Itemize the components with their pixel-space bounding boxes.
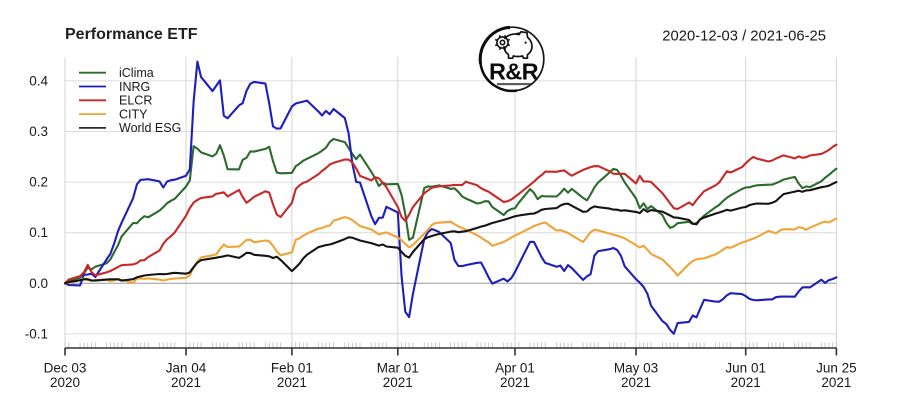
svg-text:2021: 2021 bbox=[821, 375, 851, 390]
svg-text:2020: 2020 bbox=[50, 375, 80, 390]
svg-text:0.3: 0.3 bbox=[29, 124, 48, 139]
svg-text:0.4: 0.4 bbox=[29, 73, 48, 88]
svg-text:ELCR: ELCR bbox=[119, 94, 152, 108]
svg-text:2021: 2021 bbox=[383, 375, 413, 390]
svg-text:Mar 01: Mar 01 bbox=[377, 361, 419, 376]
svg-text:Feb 01: Feb 01 bbox=[271, 361, 313, 376]
svg-text:-0.1: -0.1 bbox=[25, 326, 48, 341]
svg-text:Jan 04: Jan 04 bbox=[166, 361, 207, 376]
svg-text:2021: 2021 bbox=[171, 375, 201, 390]
svg-text:Apr 01: Apr 01 bbox=[495, 361, 535, 376]
svg-text:Jun 01: Jun 01 bbox=[725, 361, 766, 376]
svg-text:iClima: iClima bbox=[119, 66, 154, 80]
svg-text:World ESG: World ESG bbox=[119, 121, 181, 135]
svg-text:Dec 03: Dec 03 bbox=[44, 361, 87, 376]
svg-text:2021: 2021 bbox=[621, 375, 651, 390]
svg-text:2021: 2021 bbox=[500, 375, 530, 390]
svg-text:0.1: 0.1 bbox=[29, 225, 48, 240]
svg-text:INRG: INRG bbox=[119, 80, 150, 94]
svg-text:2020-12-03 / 2021-06-25: 2020-12-03 / 2021-06-25 bbox=[662, 29, 826, 45]
svg-text:2021: 2021 bbox=[731, 375, 761, 390]
svg-text:CITY: CITY bbox=[119, 107, 148, 121]
svg-text:2021: 2021 bbox=[277, 375, 307, 390]
svg-text:Jun 25: Jun 25 bbox=[816, 361, 857, 376]
svg-text:R&R: R&R bbox=[489, 59, 539, 85]
svg-text:May 03: May 03 bbox=[614, 361, 658, 376]
svg-text:0.2: 0.2 bbox=[29, 175, 48, 190]
svg-text:0.0: 0.0 bbox=[29, 276, 48, 291]
svg-text:Performance ETF: Performance ETF bbox=[65, 26, 198, 43]
